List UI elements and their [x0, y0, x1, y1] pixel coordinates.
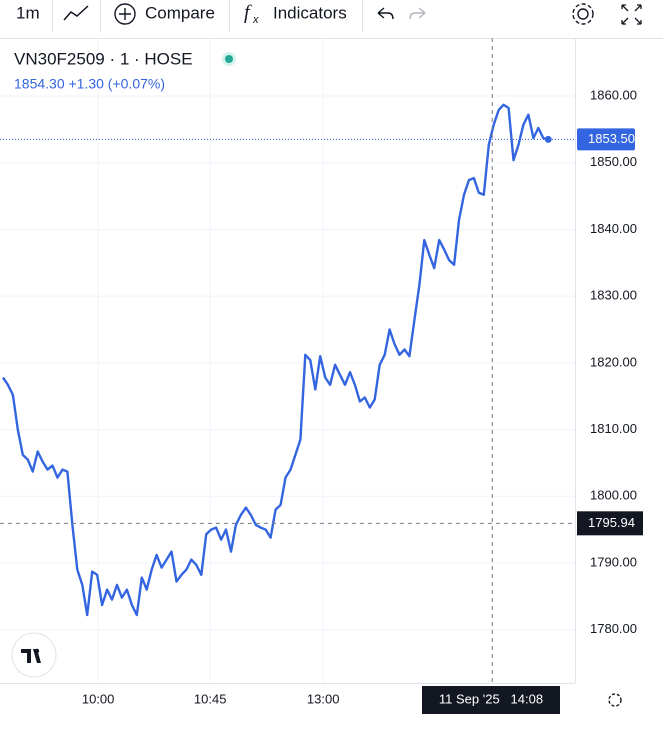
interval-button[interactable]: 1m [16, 3, 40, 22]
compare-button[interactable]: Compare [145, 3, 215, 22]
last-price-badge [577, 128, 635, 151]
undo-button[interactable] [377, 7, 394, 20]
crosshair-x-badge [422, 686, 560, 714]
crosshair-y-label: 1795.94 [588, 515, 635, 530]
y-tick-label: 1820.00 [590, 354, 637, 369]
market-status-dot [225, 55, 233, 63]
indicators-icon[interactable]: f [244, 2, 252, 24]
y-tick-label: 1840.00 [590, 221, 637, 236]
grid [0, 38, 575, 683]
quote: 1854.30 +1.30 (+0.07%) [14, 76, 165, 92]
logo[interactable] [11, 632, 57, 678]
x-tick-label: 10:00 [82, 691, 115, 706]
settings-gear [572, 3, 594, 25]
compare-icon-plus [119, 8, 131, 20]
crosshair-x-label: 11 Sep '25 14:08 [439, 691, 543, 706]
compare-icon[interactable] [114, 3, 136, 25]
indicators-icon: x [252, 14, 259, 26]
y-tick-label: 1810.00 [590, 421, 637, 436]
last-point [544, 135, 552, 143]
redo-button[interactable] [409, 7, 426, 20]
x-tick-label: 13:00 [307, 691, 340, 706]
symbol-title: VN30F2509 · 1 · HOSE [14, 49, 193, 68]
crosshair-y-badge [577, 511, 643, 536]
plot [2, 103, 552, 617]
fullscreen-button[interactable] [621, 4, 642, 25]
y-tick-label: 1860.00 [590, 87, 637, 102]
y-tick-label: 1790.00 [590, 554, 637, 569]
settings-button[interactable] [577, 8, 589, 20]
logo-mark [34, 648, 40, 654]
y-tick-label: 1850.00 [590, 154, 637, 169]
y-tick-label: 1830.00 [590, 288, 637, 303]
chart-type-button[interactable] [63, 5, 89, 21]
price-line [2, 103, 549, 617]
y-tick-label: 1780.00 [590, 621, 637, 636]
y-tick-label: 1800.00 [590, 488, 637, 503]
indicators-button[interactable]: Indicators [273, 3, 347, 22]
overlays: 1853.50 1795.94 11 Sep '25 14:08 [0, 38, 643, 714]
axis-settings-button[interactable] [608, 693, 622, 707]
last-price-label: 1853.50 [588, 131, 635, 146]
x-tick-label: 10:45 [194, 691, 227, 706]
